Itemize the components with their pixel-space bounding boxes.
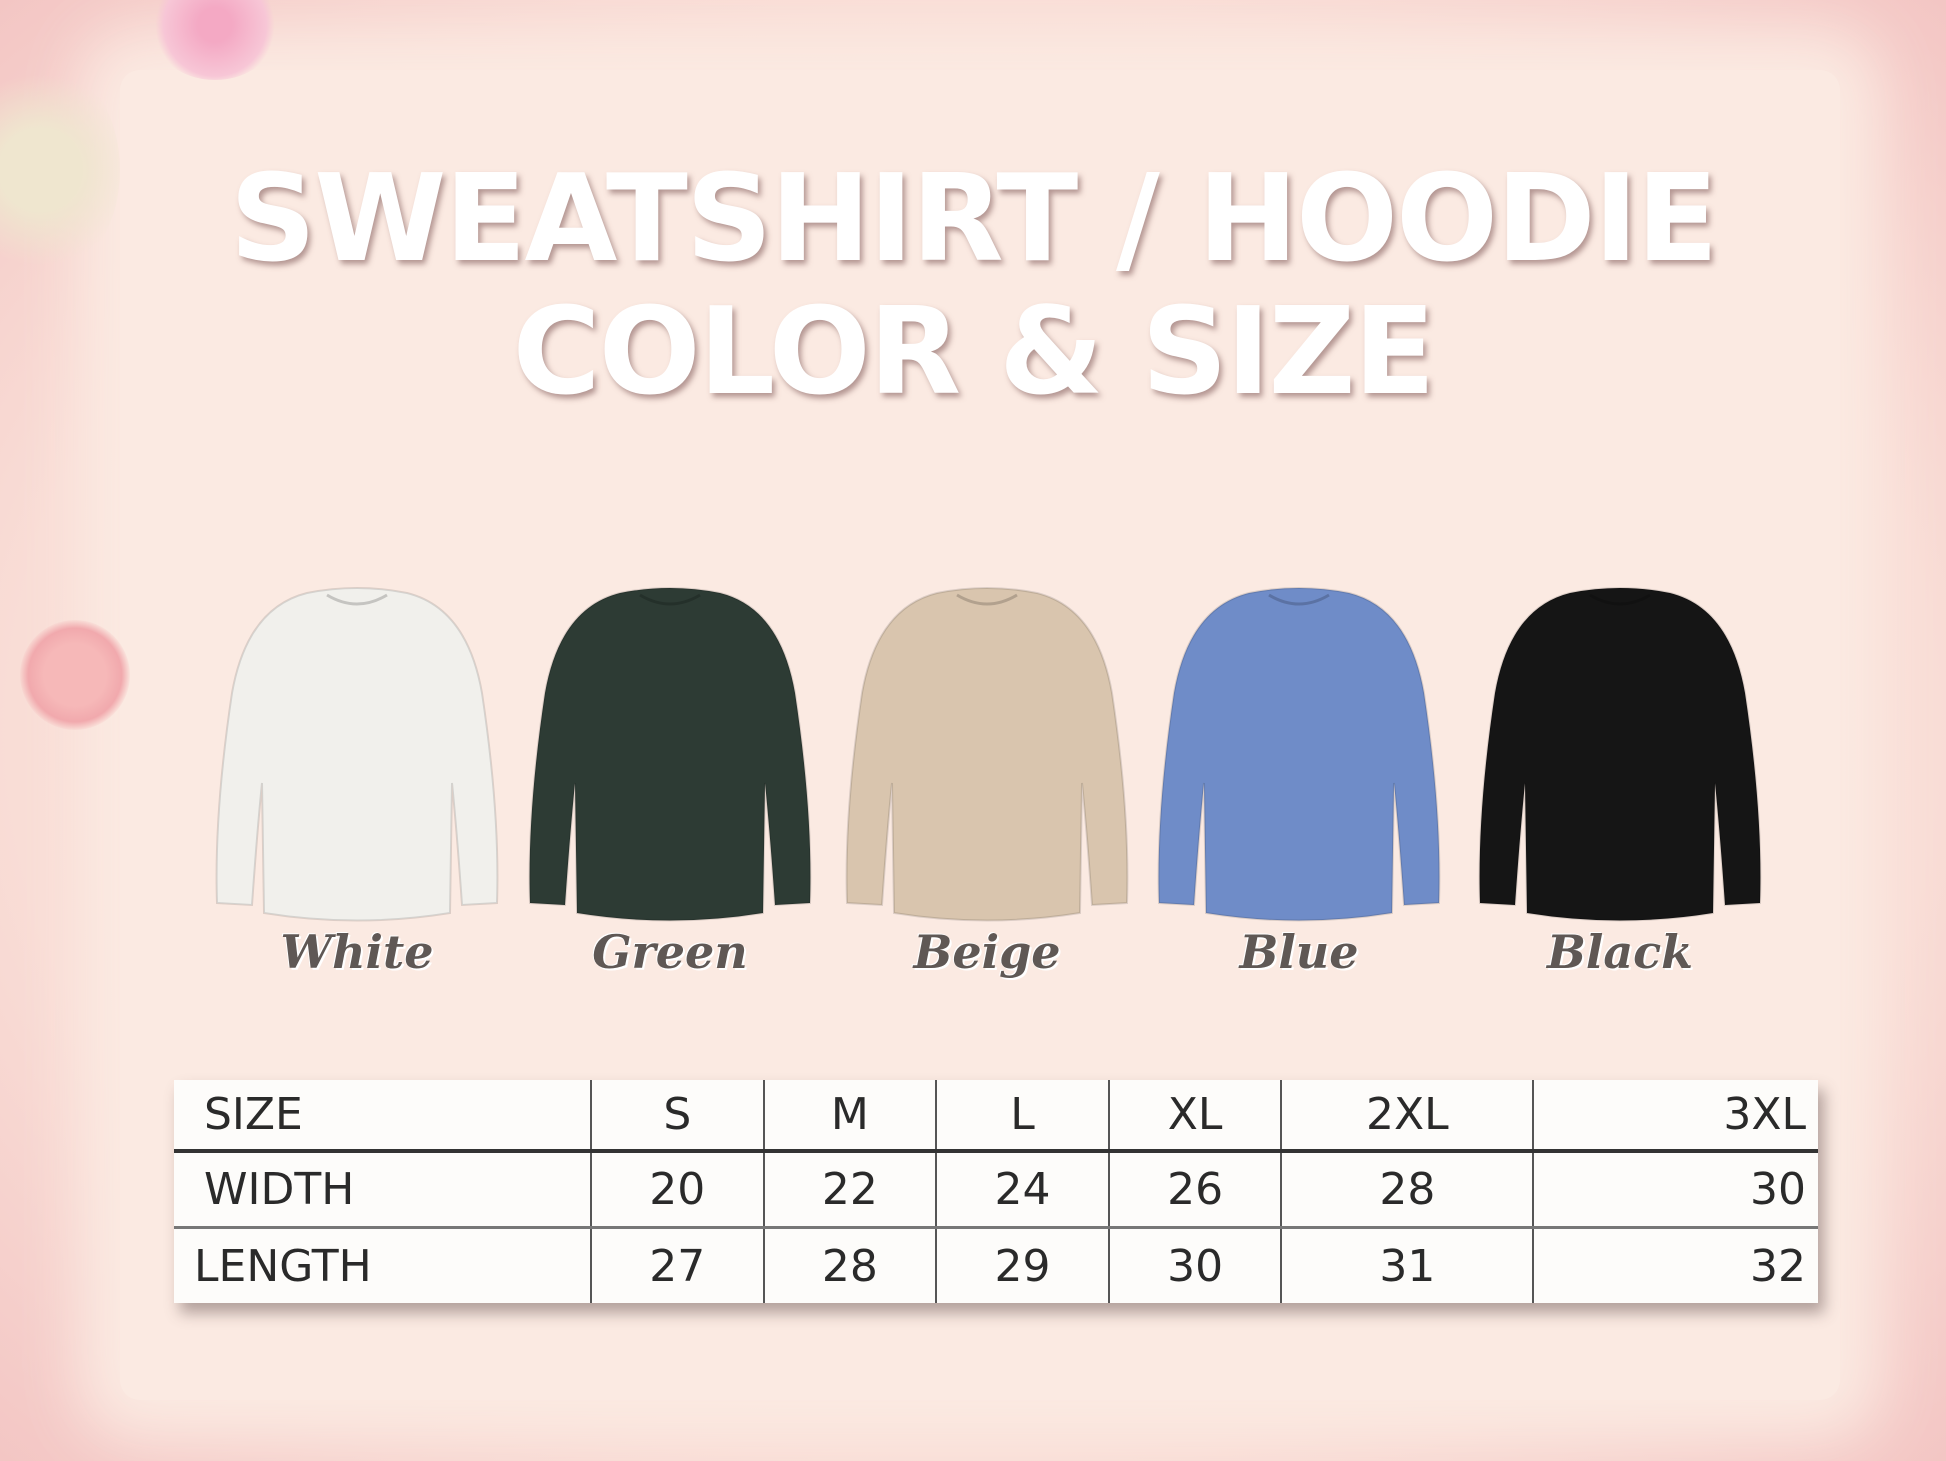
size-table: SIZE S M L XL 2XL 3XL WIDTH 20 22 24 26 … — [174, 1080, 1818, 1303]
header-cell: S — [590, 1080, 764, 1153]
table-row-length: LENGTH 27 28 29 30 31 32 — [174, 1227, 1818, 1303]
table-cell: 22 — [762, 1151, 937, 1229]
table-cell: 29 — [935, 1227, 1109, 1303]
header-cell: 3XL — [1532, 1080, 1818, 1153]
table-row-width: WIDTH 20 22 24 26 28 30 — [174, 1151, 1818, 1229]
button-decoration — [20, 620, 130, 730]
table-cell: 30 — [1107, 1227, 1282, 1303]
table-cell: 24 — [935, 1151, 1109, 1229]
title-line-2: COLOR & SIZE — [512, 283, 1436, 422]
color-label: White — [280, 925, 434, 979]
sweatshirt-white — [212, 583, 502, 925]
table-cell: 28 — [762, 1227, 937, 1303]
sweatshirt-green — [525, 583, 815, 925]
header-cell: L — [935, 1080, 1109, 1153]
table-cell: 27 — [590, 1227, 764, 1303]
table-cell: 31 — [1280, 1227, 1534, 1303]
sweatshirt-beige — [842, 583, 1132, 925]
table-cell: 26 — [1107, 1151, 1282, 1229]
header-cell: XL — [1107, 1080, 1282, 1153]
color-label: Black — [1546, 925, 1694, 979]
title-line-1: SWEATSHIRT / HOODIE — [229, 150, 1719, 289]
table-cell: 20 — [590, 1151, 764, 1229]
header-cell: SIZE — [174, 1080, 591, 1153]
table-header-row: SIZE S M L XL 2XL 3XL — [174, 1080, 1818, 1153]
header-cell: 2XL — [1280, 1080, 1534, 1153]
table-cell: 32 — [1532, 1227, 1818, 1303]
color-label: Green — [592, 925, 748, 979]
table-cell: WIDTH — [174, 1151, 591, 1229]
sweatshirt-black — [1475, 583, 1765, 925]
flower-decoration — [150, 0, 280, 80]
table-cell: LENGTH — [194, 1240, 372, 1292]
color-label: Beige — [913, 925, 1061, 979]
sweatshirt-blue — [1154, 583, 1444, 925]
color-label: Blue — [1239, 925, 1359, 979]
header-cell: M — [762, 1080, 937, 1153]
table-cell: 30 — [1532, 1151, 1818, 1229]
table-cell: 28 — [1280, 1151, 1534, 1229]
